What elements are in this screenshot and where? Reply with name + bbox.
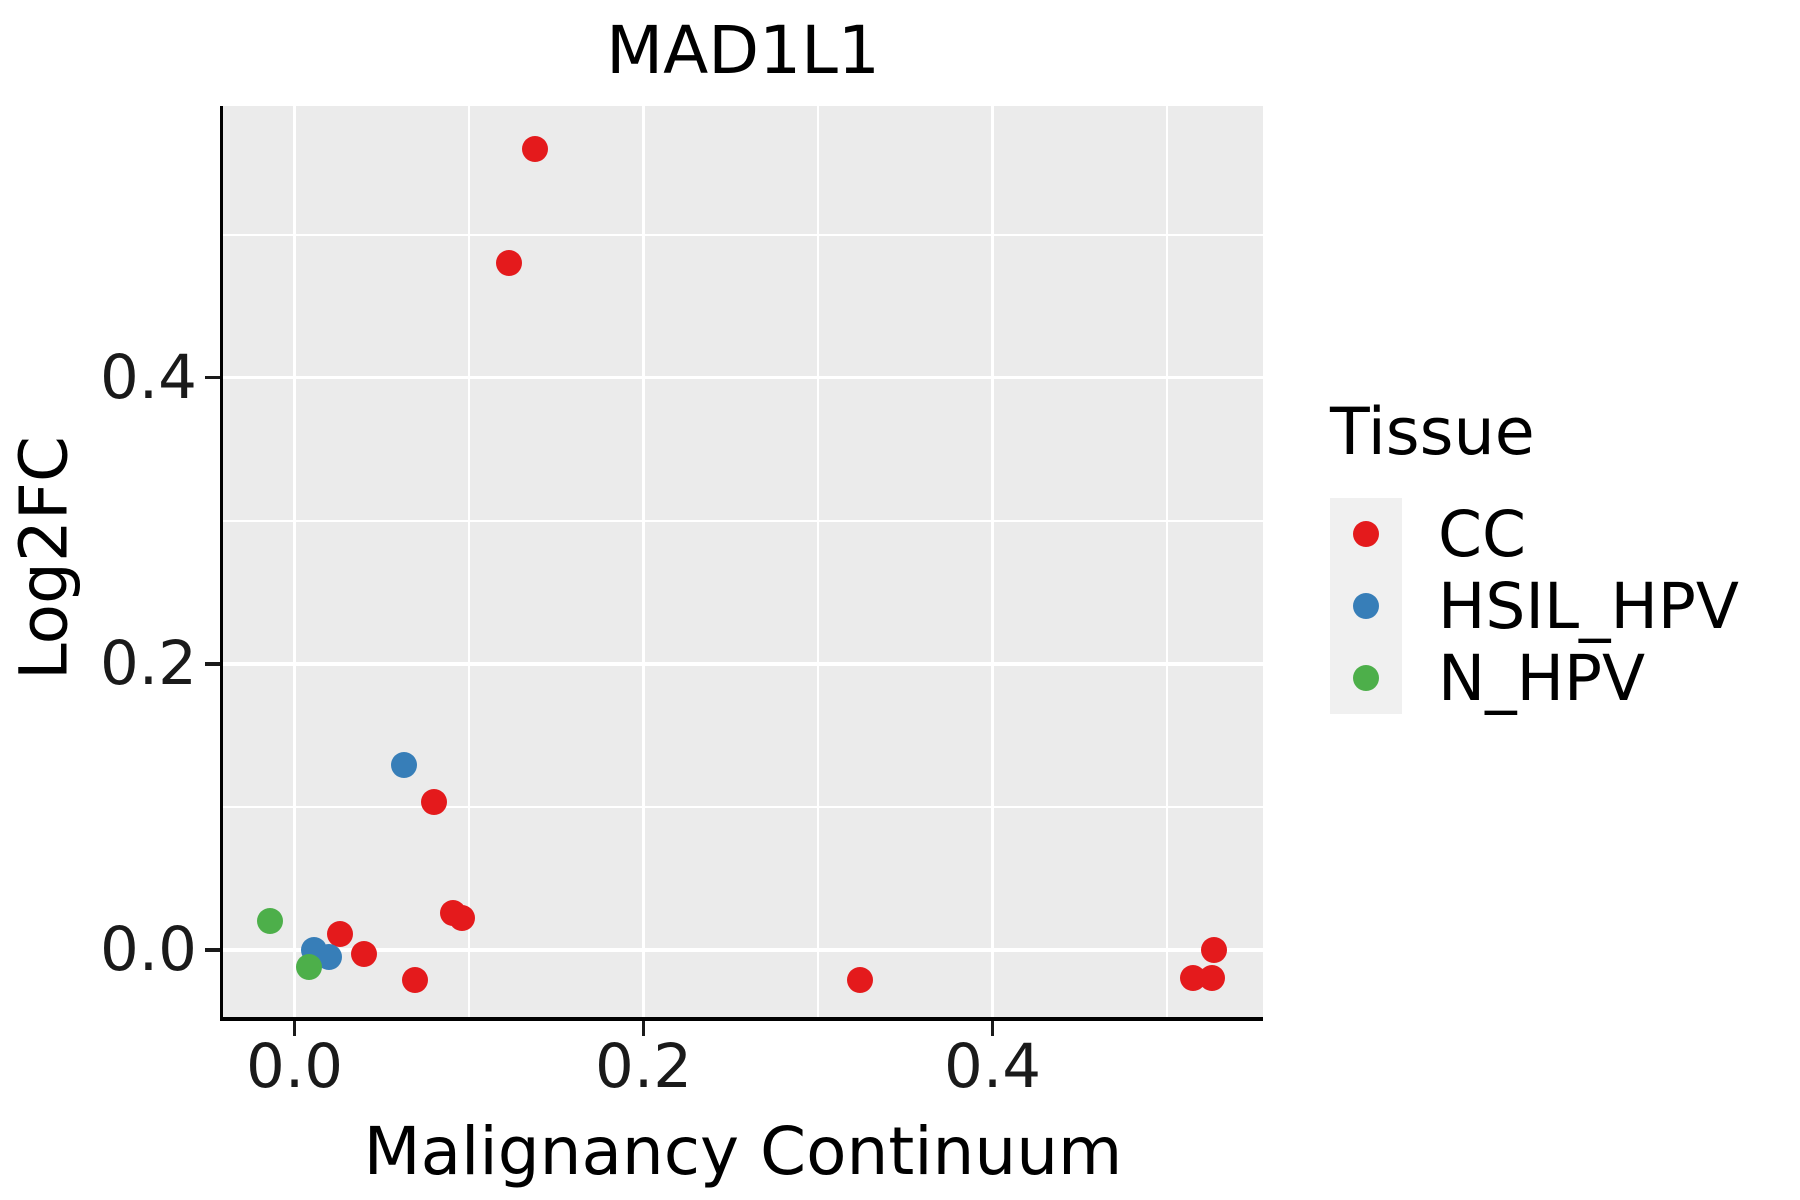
data-point-CC [351,941,378,968]
y-tick-label: 0.4 [99,342,197,414]
data-point-N_HPV [295,953,322,980]
x-major-gridline [641,106,646,1017]
legend-item-HSIL_HPV: HSIL_HPV [1330,569,1740,643]
data-point-CC [449,905,476,932]
y-major-gridline [223,948,1263,952]
legend-label: HSIL_HPV [1438,569,1740,643]
x-minor-gridline [468,106,471,1017]
data-point-CC [846,966,873,993]
legend-label: CC [1438,497,1526,571]
x-minor-gridline [1166,106,1169,1017]
x-major-gridline [292,106,297,1017]
y-axis-line [219,106,223,1021]
x-tick-label: 0.0 [246,1031,344,1102]
legend-swatch-icon [1353,593,1379,619]
data-point-HSIL_HPV [391,752,418,779]
x-axis-label: Malignancy Continuum [363,1113,1123,1190]
y-axis-label: Log2FC [5,436,83,680]
data-point-N_HPV [257,908,284,935]
legend-key [1330,570,1402,642]
legend-items: CC HSIL_HPV N_HPV [1330,497,1740,715]
x-tick-mark [292,1020,297,1036]
legend-swatch-icon [1353,665,1379,691]
x-tick-label: 0.4 [944,1031,1042,1102]
data-point-CC [1201,936,1228,963]
data-point-CC [496,250,523,277]
y-tick-mark [204,662,220,666]
data-point-CC [401,966,428,993]
y-tick-mark [204,948,220,952]
legend: Tissue CC HSIL_HPV N_HPV [1330,394,1740,715]
y-minor-gridline [223,519,1263,522]
data-point-CC [1199,965,1226,992]
x-tick-label: 0.2 [595,1031,693,1102]
plot-panel [223,106,1263,1017]
y-tick-mark [204,375,220,380]
data-point-CC [421,789,448,816]
chart-title: MAD1L1 [606,12,880,89]
x-major-gridline [990,106,995,1017]
legend-key [1330,498,1402,570]
legend-item-CC: CC [1330,497,1739,571]
x-minor-gridline [817,106,820,1017]
x-tick-mark [990,1020,995,1036]
y-tick-label: 0.0 [99,914,197,986]
x-tick-mark [641,1020,646,1036]
legend-label: N_HPV [1438,641,1646,715]
legend-key [1330,642,1402,714]
legend-title: Tissue [1330,395,1535,470]
x-axis-line [219,1017,1263,1021]
legend-item-N_HPV: N_HPV [1330,641,1739,715]
y-minor-gridline [223,233,1263,236]
y-minor-gridline [223,805,1263,808]
y-major-gridline [223,662,1263,666]
y-tick-label: 0.2 [99,628,197,700]
y-major-gridline [223,375,1263,380]
data-point-CC [522,135,549,162]
legend-swatch-icon [1353,521,1379,547]
data-point-CC [326,921,353,948]
